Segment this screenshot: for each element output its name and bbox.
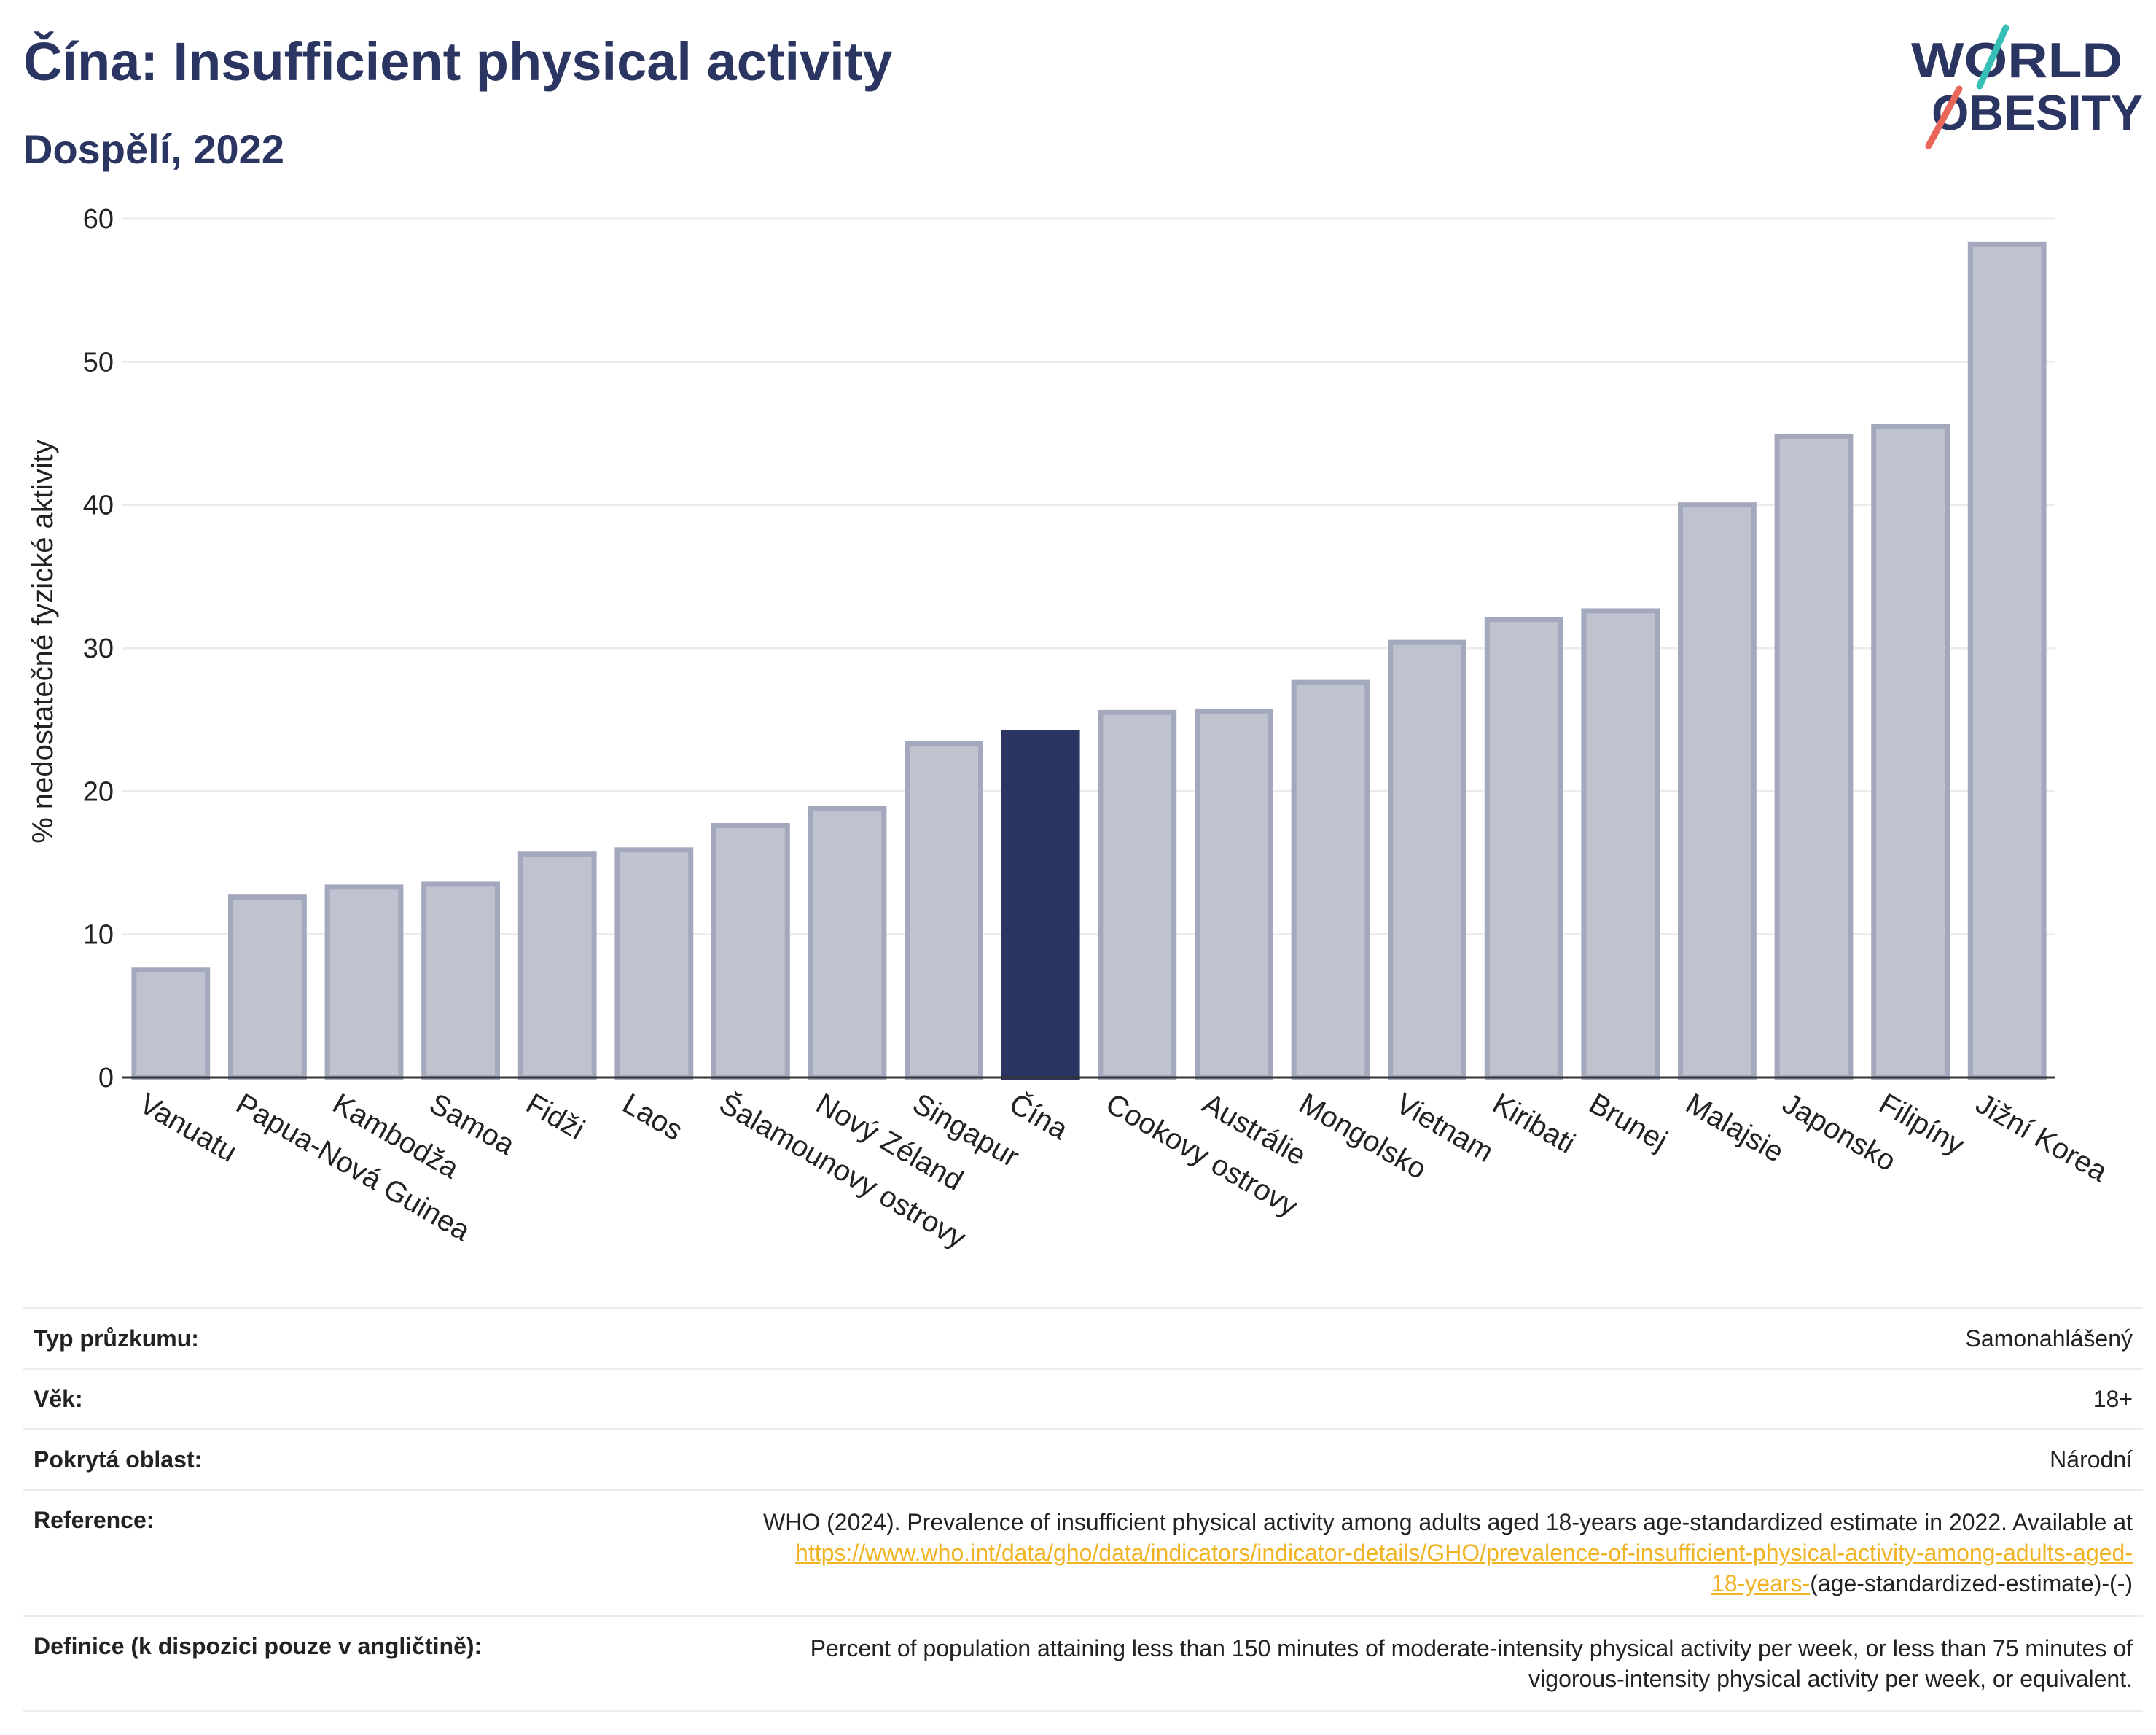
- bar-10: [1098, 709, 1177, 1080]
- bar-6: [711, 822, 790, 1080]
- bar-4: [517, 851, 597, 1080]
- meta-row-reference: Reference: WHO (2024). Prevalence of ins…: [23, 1489, 2143, 1616]
- x-tick-label: Jižní Korea: [1970, 1088, 2113, 1189]
- meta-row-area: Pokrytá oblast: Národní: [23, 1429, 2143, 1490]
- x-tick-label: Laos: [617, 1088, 688, 1147]
- bar-18: [1871, 424, 1950, 1080]
- bar-13: [1388, 639, 1466, 1080]
- reference-suffix: (age-standardized-estimate)-(-): [1810, 1570, 2133, 1596]
- bar-19: [1967, 241, 2047, 1080]
- y-tick-label: 30: [83, 633, 114, 664]
- y-axis-ticks: 0 10 20 30 40 50 60: [83, 204, 114, 1093]
- x-tick-label: Čína: [1004, 1087, 1074, 1147]
- meta-value: 18+: [2093, 1386, 2133, 1412]
- logo-slash-coral: [1925, 85, 1963, 149]
- meta-label: Pokrytá oblast:: [34, 1446, 203, 1473]
- bar-0: [131, 967, 211, 1080]
- bar-9: [1001, 730, 1080, 1080]
- bar-14: [1484, 617, 1563, 1080]
- bar-1: [228, 894, 307, 1080]
- x-tick-label: Vanuatu: [134, 1088, 242, 1169]
- metadata-table: Typ průzkumu: Samonahlášený Věk: 18+ Pok…: [23, 1307, 2143, 1712]
- y-tick-label: 60: [83, 204, 114, 235]
- reference-link[interactable]: https://www.who.int/data/gho/data/indica…: [795, 1540, 2133, 1566]
- x-tick-label: Fidži: [520, 1088, 590, 1146]
- bar-16: [1678, 502, 1757, 1080]
- reference-link-cont[interactable]: 18-years-: [1711, 1570, 1811, 1596]
- y-tick-label: 10: [83, 920, 114, 951]
- logo-line2: OBESITY: [1932, 85, 2143, 141]
- gridlines: [122, 217, 2055, 936]
- definition-line1: Percent of population attaining less tha…: [810, 1635, 2133, 1661]
- y-tick-label: 20: [83, 776, 114, 807]
- meta-row-definition: Definice (k dispozici pouze v angličtině…: [23, 1615, 2143, 1712]
- meta-label: Reference:: [34, 1507, 155, 1533]
- meta-label: Věk:: [34, 1386, 83, 1412]
- meta-value: Národní: [2050, 1446, 2133, 1473]
- world-obesity-logo: WORLD OBESITY: [1911, 24, 2143, 149]
- bar-8: [905, 741, 983, 1080]
- logo-line1: WORLD: [1911, 33, 2122, 88]
- bar-17: [1774, 433, 1854, 1080]
- bar-7: [808, 806, 887, 1080]
- definition-line2: vigorous-intensity physical activity per…: [1528, 1666, 2133, 1692]
- x-tick-label: Kiribati: [1487, 1088, 1580, 1160]
- bar-5: [614, 847, 694, 1080]
- meta-row-age: Věk: 18+: [23, 1368, 2143, 1430]
- bar-2: [324, 884, 404, 1080]
- x-tick-label: Malajsie: [1680, 1088, 1789, 1169]
- bar-3: [421, 881, 500, 1080]
- reference-text: WHO (2024). Prevalence of insufficient p…: [763, 1509, 2133, 1535]
- meta-row-survey: Typ průzkumu: Samonahlášený: [23, 1308, 2143, 1369]
- y-tick-label: 50: [83, 347, 114, 378]
- meta-label: Typ průzkumu:: [34, 1325, 199, 1352]
- chart-title: Čína: Insufficient physical activity: [23, 31, 893, 92]
- bar-11: [1195, 708, 1273, 1080]
- y-tick-label: 40: [83, 491, 114, 521]
- bars: [131, 241, 2047, 1080]
- y-axis-label: % nedostatečné fyzické aktivity: [27, 440, 59, 843]
- bar-12: [1291, 679, 1370, 1080]
- x-tick-label: Brunej: [1584, 1088, 1673, 1158]
- chart-subtitle: Dospělí, 2022: [23, 126, 284, 172]
- y-tick-label: 0: [98, 1063, 114, 1093]
- logo-slash-teal: [1976, 24, 2009, 90]
- meta-value: Samonahlášený: [1965, 1325, 2133, 1352]
- bar-15: [1581, 608, 1660, 1080]
- meta-label: Definice (k dispozici pouze v angličtině…: [34, 1633, 483, 1659]
